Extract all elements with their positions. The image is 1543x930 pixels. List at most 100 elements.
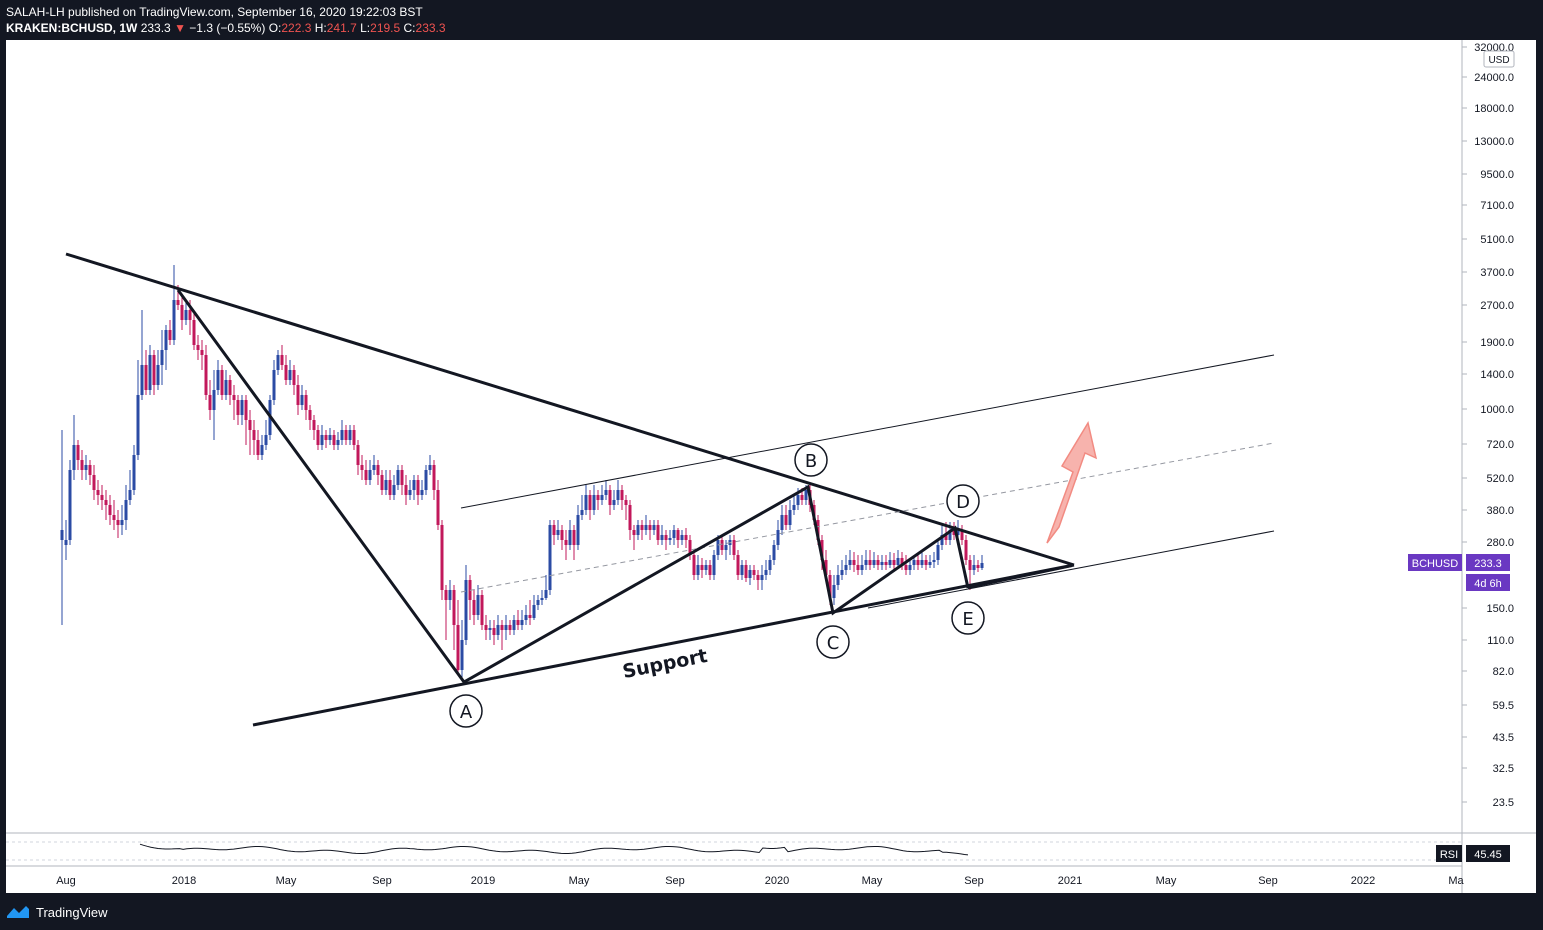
candle-body — [944, 535, 948, 540]
candle-body — [436, 490, 440, 525]
price-tick-label: 5100.0 — [1480, 234, 1514, 246]
candle-body — [376, 465, 380, 475]
candle-body — [452, 590, 456, 625]
rsi-name-bg — [1436, 845, 1462, 862]
candle-body — [248, 420, 252, 430]
candle-body — [108, 505, 112, 515]
channel-lower-line — [867, 530, 1275, 609]
candle-body — [980, 563, 984, 568]
countdown-tag: 4d 6h — [1474, 578, 1502, 590]
chart-area[interactable] — [6, 40, 1536, 893]
candle-body — [464, 580, 468, 640]
candle-body — [660, 535, 664, 540]
price-axis[interactable]: 32000.024000.018000.013000.09500.07100.0… — [1462, 42, 1514, 809]
support-trendline — [252, 563, 1075, 727]
candle-body — [720, 540, 724, 550]
candle-body — [264, 435, 268, 445]
candle-body — [856, 565, 860, 570]
price-tick-label: 59.5 — [1493, 700, 1514, 712]
candle-body — [176, 300, 180, 305]
price-tick-label: 110.0 — [1487, 635, 1514, 647]
price-tick-label: 13000.0 — [1474, 136, 1514, 148]
candle-body — [664, 535, 668, 540]
rsi-value-bg — [1466, 845, 1510, 862]
price-tick-label: 3700.0 — [1480, 267, 1514, 279]
candle-body — [128, 490, 132, 500]
candle-body — [412, 480, 416, 490]
candle-body — [528, 615, 532, 618]
time-tick-label: Aug — [56, 875, 76, 887]
chart-header: SALAH-LH published on TradingView.com, S… — [6, 4, 446, 36]
candle-body — [244, 400, 248, 420]
candle-body — [172, 300, 176, 340]
candle-body — [124, 500, 128, 520]
candle-body — [648, 525, 652, 530]
candle-body — [572, 530, 576, 545]
candle-body — [496, 625, 500, 635]
candle-body — [744, 565, 748, 578]
candle-body — [832, 585, 836, 598]
candle-body — [852, 560, 856, 565]
candle-body — [752, 570, 756, 575]
wave-labels: A B C D E — [449, 443, 985, 728]
candle-body — [352, 430, 356, 445]
candle-body — [396, 470, 400, 485]
candle-body — [120, 520, 124, 525]
candle-body — [448, 590, 452, 600]
footer[interactable]: TradingView — [6, 900, 108, 924]
candle-body — [136, 395, 140, 455]
candle-body — [696, 565, 700, 575]
drawings — [65, 252, 1275, 727]
candle-body — [100, 495, 104, 500]
wave-label-b: B — [794, 443, 828, 477]
candle-body — [200, 350, 204, 355]
time-axis[interactable]: Aug 2018 May Sep 2019 May Sep 2020 May Sep 2021 May… — [56, 875, 1464, 887]
candle-body — [64, 540, 68, 545]
price-tick-label: 24000.0 — [1474, 72, 1514, 84]
price-tick-label: 82.0 — [1493, 666, 1514, 678]
symbol-label: KRAKEN:BCHUSD, 1W — [6, 21, 138, 35]
candle-body — [320, 435, 324, 445]
candle-body — [580, 510, 584, 515]
candle-body — [388, 480, 392, 495]
candle-body — [280, 355, 284, 365]
wave-e-extension — [967, 565, 1073, 589]
candle-body — [156, 365, 160, 385]
candle-body — [716, 540, 720, 555]
time-tick-label: 2018 — [172, 875, 196, 887]
candle-body — [776, 530, 780, 545]
low-value: 219.5 — [370, 21, 401, 35]
low-label: L: — [360, 21, 371, 35]
price-tick-label: 43.5 — [1493, 732, 1514, 744]
candle-body — [912, 560, 916, 565]
price-tick-label: 2700.0 — [1480, 300, 1514, 312]
candle-body — [792, 505, 796, 510]
candle-body — [456, 625, 460, 670]
candle-body — [584, 495, 588, 510]
candle-body — [276, 355, 280, 370]
publisher-line: SALAH-LH published on TradingView.com, S… — [6, 5, 423, 19]
candle-body — [416, 480, 420, 495]
candle-body — [904, 565, 908, 570]
wave-c-text: C — [827, 633, 840, 654]
candle-body — [516, 620, 520, 625]
candle-body — [356, 445, 360, 465]
candle-body — [332, 435, 336, 445]
wave-label-a: A — [449, 694, 483, 728]
ohlc-line: KRAKEN:BCHUSD, 1W 233.3 ▼ −1.3 (−0.55%) … — [6, 20, 446, 36]
candle-body — [372, 465, 376, 470]
candle-body — [972, 565, 976, 570]
candle-body — [104, 500, 108, 505]
time-tick-label: May — [276, 875, 297, 887]
candle-body — [328, 435, 332, 440]
candle-body — [140, 365, 144, 395]
high-value: 241.7 — [326, 21, 357, 35]
candle-body — [508, 625, 512, 630]
candle-body — [740, 565, 744, 575]
candle-body — [684, 535, 688, 540]
candle-body — [500, 625, 504, 630]
candle-body — [524, 615, 528, 620]
price-tick-label: 280.0 — [1486, 537, 1514, 549]
candle-body — [896, 558, 900, 565]
candle-body — [616, 490, 620, 500]
